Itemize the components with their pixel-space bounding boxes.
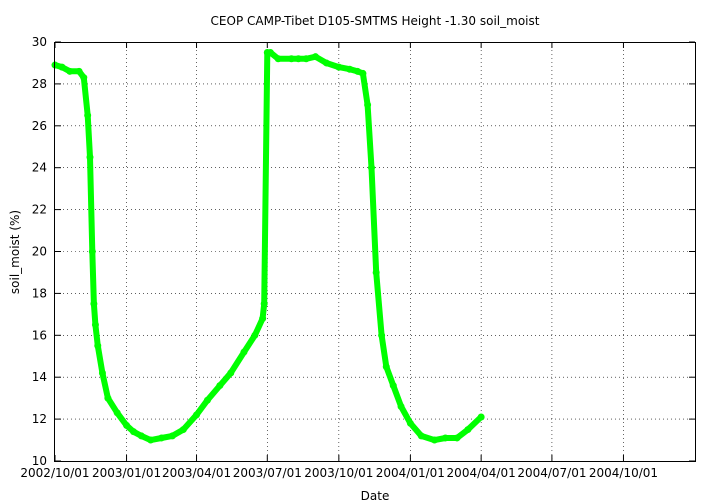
data-point xyxy=(359,69,367,77)
x-tick-label: 2003/04/01 xyxy=(162,466,231,480)
data-point xyxy=(354,67,362,75)
data-point xyxy=(382,363,390,371)
y-axis-label: soil_moist (%) xyxy=(8,210,22,294)
data-point xyxy=(88,248,96,255)
x-tick-label: 2003/07/01 xyxy=(233,466,302,480)
data-point xyxy=(168,432,176,440)
data-point xyxy=(287,55,295,63)
data-point xyxy=(75,67,83,75)
y-tick-label: 10 xyxy=(32,454,47,468)
data-point xyxy=(94,342,102,350)
x-tick-label: 2003/01/01 xyxy=(92,466,161,480)
data-point xyxy=(104,394,112,402)
data-point xyxy=(378,331,386,339)
series-line xyxy=(52,49,485,444)
y-tick-label: 22 xyxy=(32,203,47,217)
data-point xyxy=(322,59,330,67)
data-point xyxy=(147,436,155,444)
data-point xyxy=(294,55,302,63)
data-point xyxy=(216,382,224,390)
y-tick-label: 16 xyxy=(32,328,47,342)
data-point xyxy=(203,396,211,404)
data-point xyxy=(430,436,438,444)
data-point xyxy=(80,74,88,82)
y-tick-label: 26 xyxy=(32,119,47,133)
data-point xyxy=(58,63,66,71)
data-point xyxy=(312,53,320,61)
data-point xyxy=(113,409,121,417)
x-tick-label: 2004/04/01 xyxy=(447,466,516,480)
y-tick-label: 28 xyxy=(32,77,47,91)
data-point xyxy=(368,164,376,172)
data-point xyxy=(406,419,414,427)
data-point xyxy=(240,348,248,356)
data-point xyxy=(123,421,131,429)
data-point xyxy=(179,426,187,434)
y-tick-label: 18 xyxy=(32,286,47,300)
x-axis-label: Date xyxy=(361,489,390,503)
data-point xyxy=(158,434,166,442)
chart-title: CEOP CAMP-Tibet D105-SMTMS Height -1.30 … xyxy=(211,14,540,28)
data-point xyxy=(274,55,282,63)
data-point xyxy=(397,403,405,411)
x-tick-label: 2004/07/01 xyxy=(517,466,586,480)
data-point xyxy=(372,268,380,276)
data-point xyxy=(193,411,201,419)
data-point xyxy=(417,432,425,440)
tick-layer: 10 12 14 16 18 20 22 24 26 28 30 2002/10/01 2003/01/… xyxy=(20,35,695,480)
data-point xyxy=(251,331,259,339)
data-point xyxy=(441,434,449,442)
data-point xyxy=(91,321,99,329)
y-tick-label: 12 xyxy=(32,412,47,426)
data-point xyxy=(130,428,138,436)
x-tick-label: 2003/10/01 xyxy=(304,466,373,480)
data-point xyxy=(84,111,92,119)
data-point xyxy=(453,434,461,442)
data-point xyxy=(227,369,235,377)
x-tick-label: 2002/10/01 xyxy=(20,466,89,480)
data-point xyxy=(86,153,94,161)
data-point xyxy=(98,369,106,377)
data-point xyxy=(137,432,145,440)
y-tick-label: 14 xyxy=(32,370,47,384)
data-point xyxy=(389,382,397,390)
y-tick-label: 30 xyxy=(32,35,47,49)
y-tick-label: 20 xyxy=(32,245,47,259)
x-tick-label: 2004/01/01 xyxy=(376,466,445,480)
data-point xyxy=(266,48,274,56)
data-point xyxy=(66,67,74,75)
data-point xyxy=(90,300,98,308)
data-point xyxy=(260,300,268,308)
data-point xyxy=(464,426,472,434)
data-point xyxy=(302,55,310,63)
data-point xyxy=(364,101,372,109)
data-point xyxy=(346,65,354,73)
y-tick-label: 24 xyxy=(32,161,47,175)
data-layer xyxy=(51,48,485,444)
x-tick-label: 2004/10/01 xyxy=(589,466,658,480)
data-point xyxy=(335,63,343,71)
data-point xyxy=(477,413,485,421)
data-point xyxy=(259,315,267,323)
plot-frame xyxy=(54,42,696,462)
